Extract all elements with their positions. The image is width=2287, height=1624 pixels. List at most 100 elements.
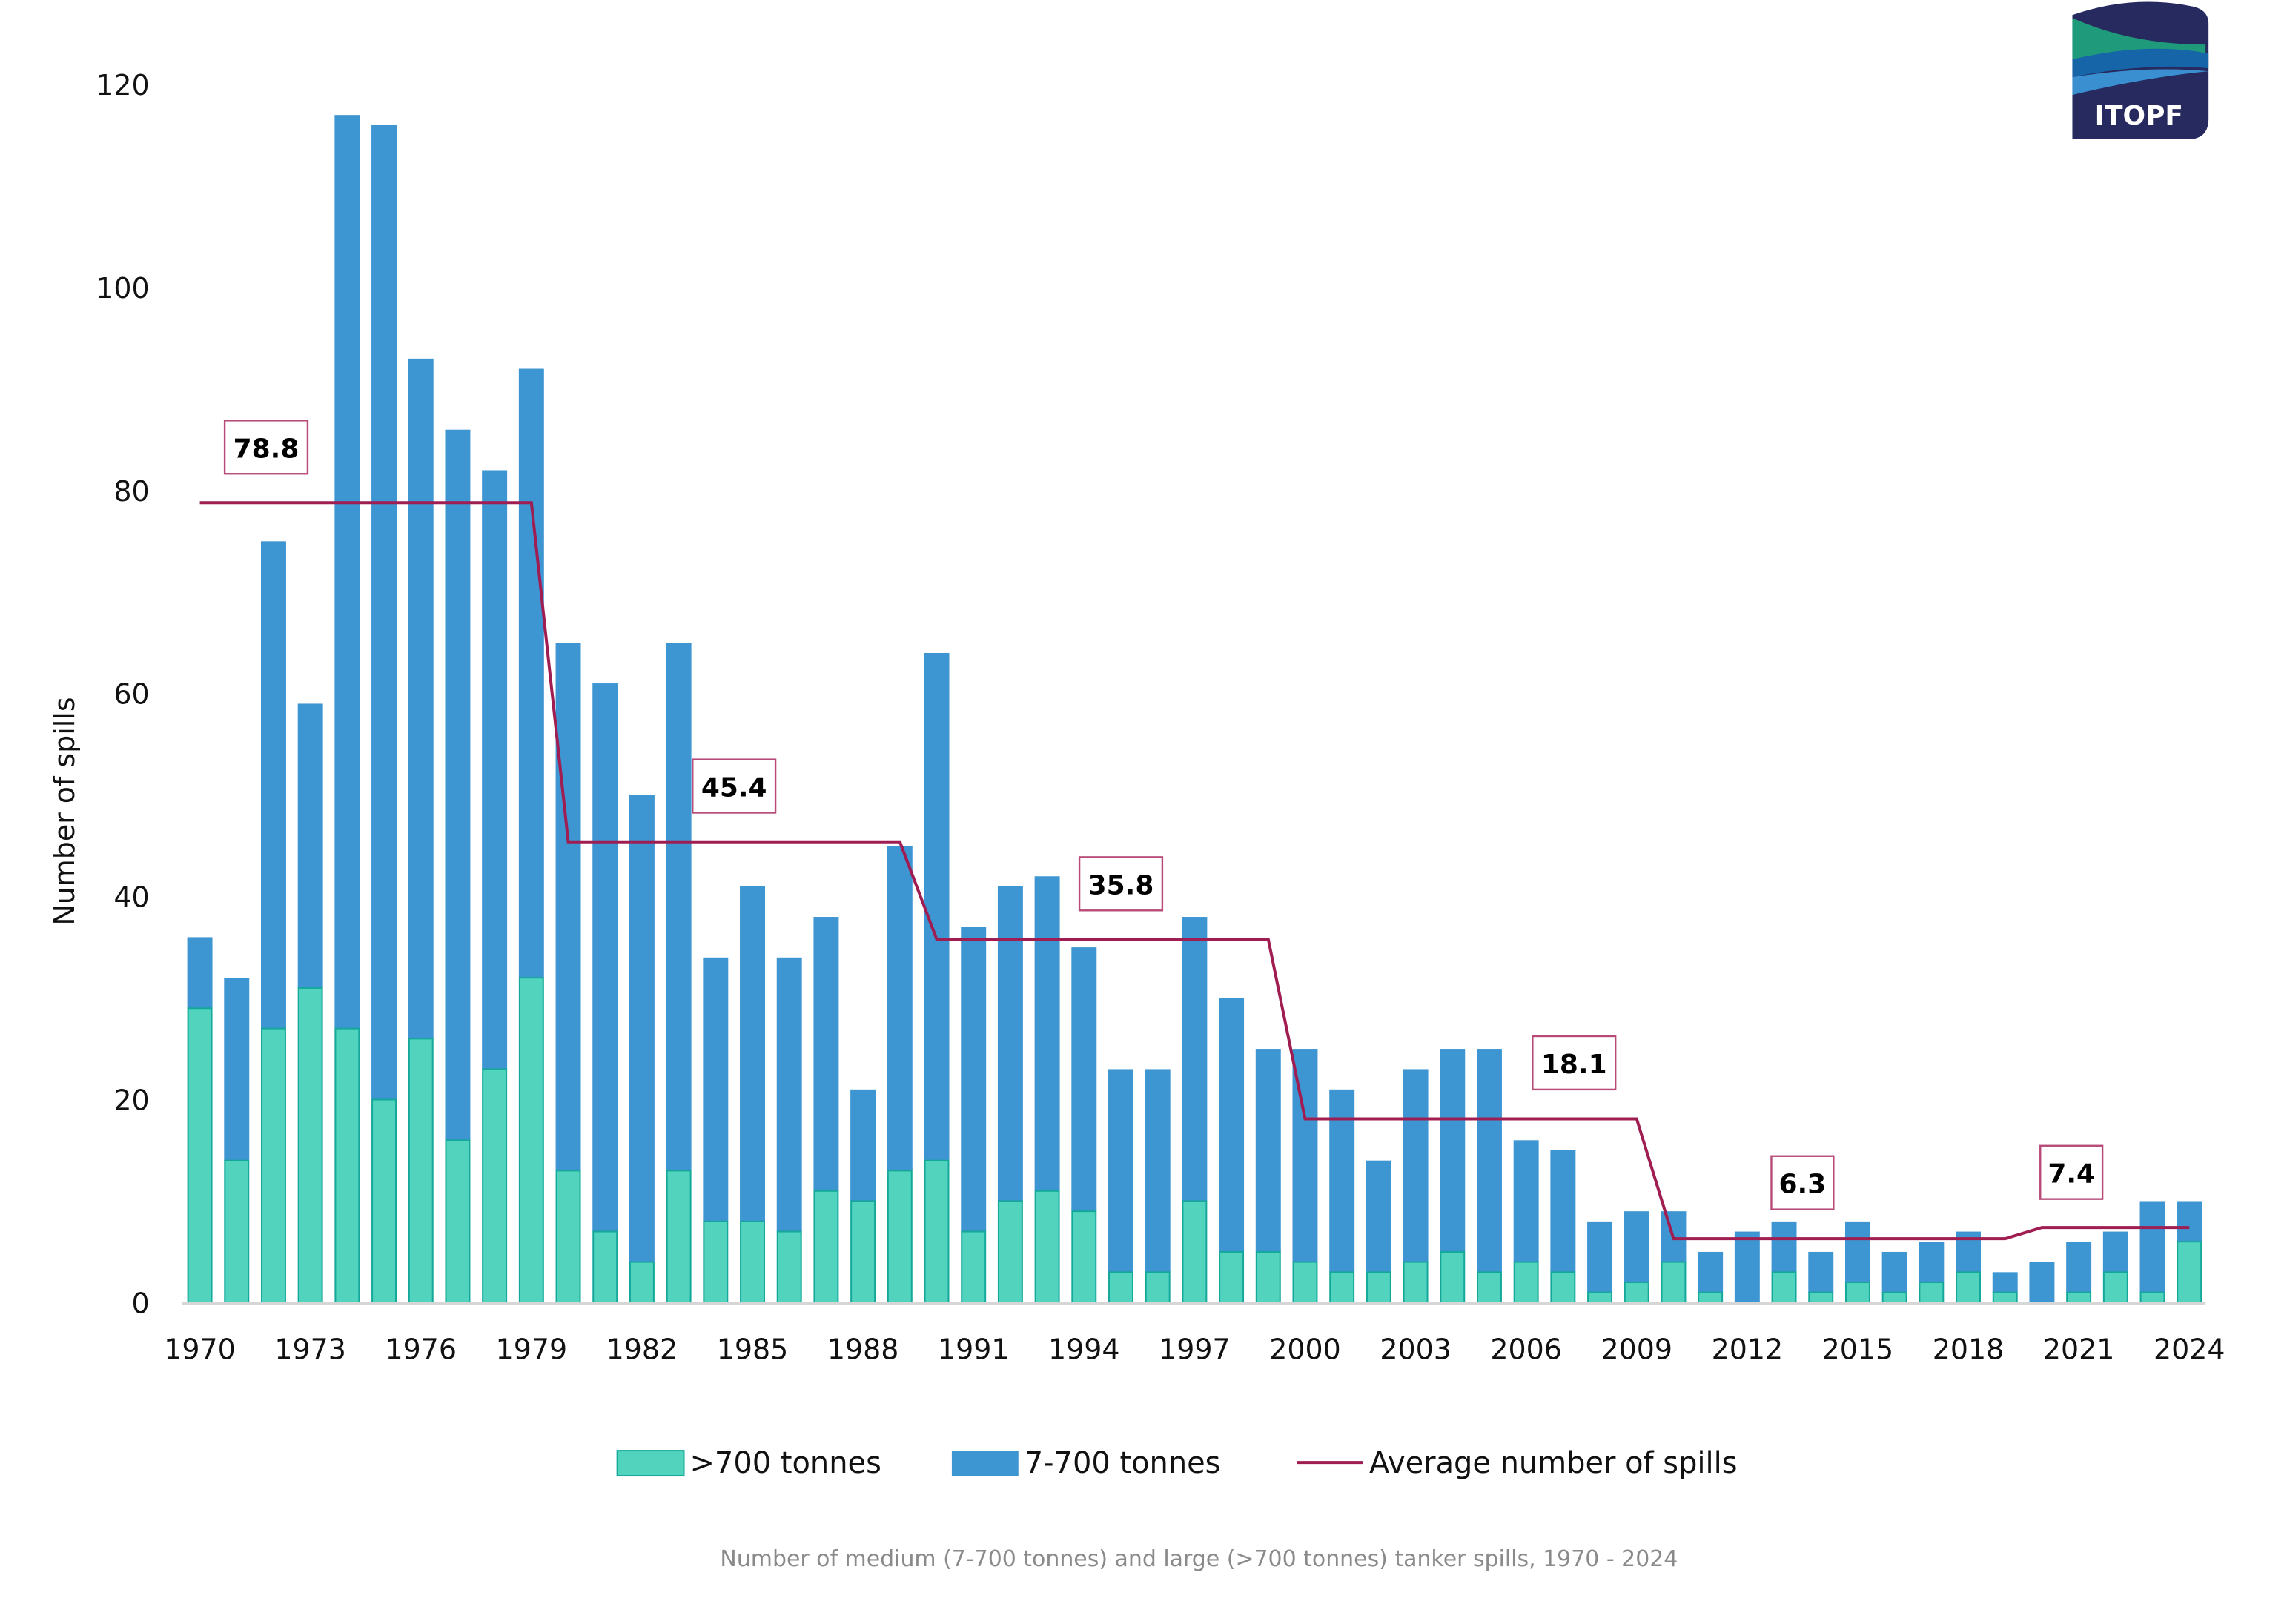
x-tick-label: 2000 (1269, 1333, 1341, 1365)
y-tick-label: 60 (113, 678, 149, 711)
bar-medium-1991 (961, 927, 987, 1232)
bar-large-1988 (850, 1200, 876, 1304)
bar-large-1980 (555, 1170, 581, 1304)
bar-large-2024 (2177, 1241, 2202, 1304)
legend-swatch-large (616, 1450, 685, 1477)
bar-medium-1987 (813, 917, 839, 1191)
bar-large-2011 (1698, 1291, 1724, 1304)
bar-large-2019 (1992, 1291, 2018, 1304)
legend-label-large: >700 tonnes (689, 1446, 881, 1480)
bar-large-1978 (482, 1068, 508, 1304)
x-tick-label: 2006 (1490, 1333, 1562, 1365)
bar-large-1975 (371, 1098, 397, 1304)
bar-large-2000 (1292, 1261, 1318, 1304)
bar-medium-1995 (1108, 1069, 1133, 1273)
x-tick-label: 1997 (1159, 1333, 1231, 1365)
bar-large-1973 (297, 987, 323, 1304)
bar-medium-2012 (1734, 1231, 1760, 1303)
bar-medium-1982 (629, 795, 655, 1262)
bar-medium-1970 (187, 937, 213, 1009)
average-label: 45.4 (701, 773, 767, 803)
average-label: 6.3 (1779, 1170, 1827, 1200)
bar-medium-2023 (2139, 1201, 2165, 1293)
y-tick-label: 40 (113, 881, 149, 914)
x-tick-label: 1976 (385, 1333, 457, 1365)
x-tick-label: 1985 (717, 1333, 789, 1365)
bar-large-2023 (2139, 1291, 2165, 1304)
legend-label-average: Average number of spills (1369, 1446, 1738, 1480)
bar-medium-1986 (776, 957, 802, 1232)
bar-large-1998 (1219, 1250, 1245, 1304)
bar-medium-2022 (2102, 1231, 2128, 1273)
x-tick-label: 1982 (606, 1333, 678, 1365)
bar-large-1995 (1108, 1271, 1133, 1304)
bar-medium-2011 (1698, 1251, 1724, 1293)
bar-medium-2019 (1992, 1272, 2018, 1293)
bar-large-1991 (961, 1230, 987, 1304)
x-tick-label: 1991 (938, 1333, 1010, 1365)
bar-medium-2024 (2177, 1201, 2202, 1242)
bar-medium-2005 (1476, 1049, 1502, 1273)
average-label-box (1078, 856, 1164, 912)
average-label: 35.8 (1088, 870, 1154, 901)
bar-medium-1996 (1145, 1069, 1171, 1273)
x-tick-label: 2015 (1822, 1333, 1894, 1365)
bar-medium-2013 (1771, 1221, 1797, 1273)
legend-label-medium: 7-700 tonnes (1025, 1446, 1221, 1480)
average-label: 7.4 (2048, 1159, 2095, 1190)
bar-large-2017 (1919, 1282, 1945, 1304)
bar-medium-1989 (887, 846, 913, 1171)
bar-medium-1983 (666, 643, 692, 1171)
bar-medium-1993 (1034, 876, 1060, 1191)
bar-large-1976 (408, 1038, 434, 1304)
bar-medium-1974 (334, 115, 360, 1029)
bar-large-2013 (1771, 1271, 1797, 1304)
bar-medium-2004 (1440, 1049, 1466, 1252)
bar-medium-1981 (592, 683, 618, 1232)
bar-medium-2002 (1366, 1160, 1391, 1273)
logo-text: ITOPF (2095, 101, 2183, 131)
bar-medium-2016 (1881, 1251, 1907, 1293)
bar-large-1987 (813, 1190, 839, 1304)
average-label-box (1770, 1155, 1835, 1210)
bar-large-1985 (740, 1220, 765, 1304)
bar-large-2009 (1624, 1282, 1649, 1304)
bar-medium-2020 (2029, 1262, 2055, 1303)
bar-large-1970 (187, 1007, 213, 1304)
average-label-box (2039, 1144, 2104, 1200)
x-tick-label: 2024 (2154, 1333, 2225, 1365)
y-axis-label: Number of spills (48, 697, 81, 925)
bar-medium-1978 (482, 470, 508, 1070)
bar-medium-2006 (1513, 1140, 1539, 1262)
bar-large-1989 (887, 1170, 913, 1304)
bar-large-1974 (334, 1027, 360, 1304)
bar-large-2016 (1881, 1291, 1907, 1304)
bar-medium-2001 (1329, 1089, 1355, 1273)
x-tick-label: 2012 (1712, 1333, 1784, 1365)
bar-large-2003 (1403, 1261, 1429, 1304)
bar-medium-1976 (408, 358, 434, 1039)
y-tick-label: 120 (96, 69, 149, 102)
bar-medium-1990 (924, 652, 950, 1161)
x-tick-label: 1988 (827, 1333, 899, 1365)
bar-medium-1984 (703, 957, 729, 1222)
bar-medium-1971 (224, 978, 250, 1161)
bar-large-2001 (1329, 1271, 1355, 1304)
bar-large-1977 (445, 1139, 471, 1304)
bar-medium-1992 (997, 886, 1023, 1202)
legend-swatch-medium (951, 1451, 1019, 1476)
bar-large-1997 (1182, 1200, 1208, 1304)
x-tick-label: 2009 (1601, 1333, 1672, 1365)
bar-large-1986 (776, 1230, 802, 1304)
bar-large-2015 (1844, 1282, 1870, 1304)
bar-medium-1994 (1071, 947, 1097, 1212)
y-tick-label: 20 (113, 1084, 149, 1117)
bar-medium-1988 (850, 1089, 876, 1202)
bar-large-1981 (592, 1230, 618, 1304)
itopf-logo: ITOPF (2072, 1, 2209, 139)
bar-medium-2014 (1808, 1251, 1834, 1293)
bar-large-1971 (224, 1159, 250, 1304)
bar-large-2021 (2066, 1291, 2092, 1304)
bar-medium-1980 (555, 643, 581, 1171)
